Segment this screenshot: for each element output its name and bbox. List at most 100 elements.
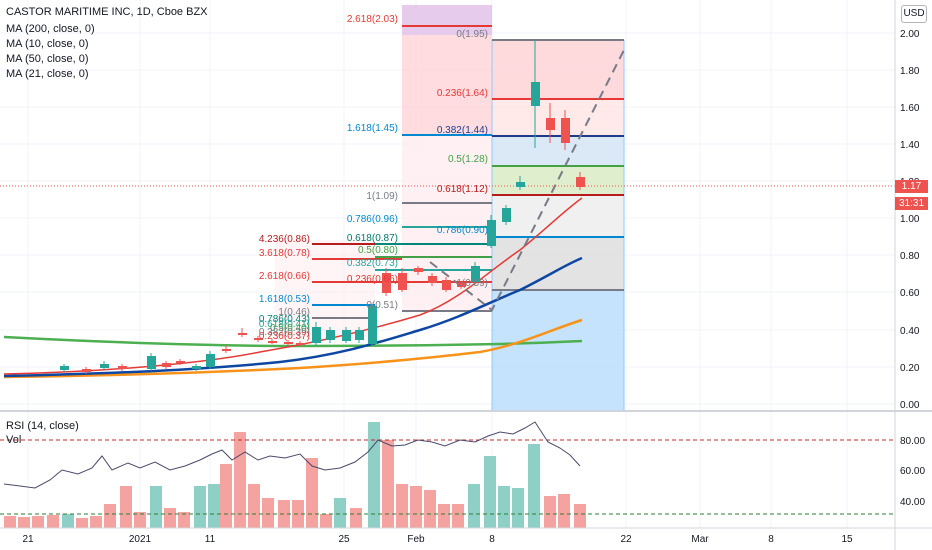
fib-level-label: 0.786(0.96) (347, 214, 398, 225)
fib-level-label: 0.5(0.40) (270, 323, 310, 334)
volume-bar (544, 496, 556, 528)
volume-bar (4, 516, 16, 528)
volume-bar (382, 440, 394, 528)
fib-level-label: 0.382(1.44) (437, 125, 488, 136)
price-tick-label: 0.40 (900, 326, 920, 337)
volume-bar (574, 504, 586, 528)
candle-body (487, 220, 496, 246)
indicator-ma-200[interactable]: MA (200, close, 0) (6, 23, 95, 35)
rsi-line (3, 421, 581, 489)
projection-line (429, 49, 625, 312)
candle-body (162, 363, 171, 367)
candles (60, 40, 585, 374)
rsi-tick-label: 80.00 (900, 436, 925, 447)
volume-bar (32, 516, 44, 528)
price-tick-label: 2.00 (900, 29, 920, 40)
fib-level-label: 1(1.09) (366, 191, 398, 202)
volume-bar (220, 464, 232, 528)
fib-level-label: 0(0.51) (366, 300, 398, 311)
candle-body (428, 276, 437, 283)
volume-bar (424, 490, 436, 528)
volume-bar (528, 444, 540, 528)
volume-bar (498, 486, 510, 528)
fib-level-label: 0.236(0.66) (347, 274, 398, 285)
volume-bar (438, 504, 450, 528)
indicator-ma-50[interactable]: MA (50, close, 0) (6, 53, 89, 65)
fib-level-label: 1.618(1.45) (347, 123, 398, 134)
rsi-label[interactable]: RSI (14, close) (6, 420, 79, 432)
fib-level-label: 0.5(0.80) (358, 245, 398, 256)
time-tick-label: 8 (768, 534, 774, 545)
volume-bar (334, 498, 346, 528)
fib-level-label: 0.618(0.87) (347, 233, 398, 244)
fib-level-label: 0.382(0.39) (259, 327, 310, 338)
volume-bar (194, 486, 206, 528)
rsi-tick-label: 60.00 (900, 466, 925, 477)
candle-body (576, 177, 585, 187)
candle-body (382, 273, 391, 293)
candle-body (398, 273, 407, 290)
candle-body (82, 369, 91, 372)
candle-body (296, 343, 305, 345)
candle-body (355, 330, 364, 340)
volume-bar (558, 494, 570, 528)
price-tick-label: 0.00 (900, 400, 920, 411)
fib-level-label: 0.786(0.43) (259, 314, 310, 325)
fib-level-label: 2.618(0.66) (259, 271, 310, 282)
volume-bar (512, 488, 524, 528)
fib-level-label: 0.5(1.28) (448, 154, 488, 165)
candle-body (222, 349, 231, 351)
price-tick-label: 1.00 (900, 214, 920, 225)
volume-bar (208, 484, 220, 528)
indicator-ma-21[interactable]: MA (21, close, 0) (6, 68, 89, 80)
volume-bar (18, 517, 30, 528)
volume-label[interactable]: Vol (6, 434, 22, 446)
candle-body (342, 330, 351, 341)
indicator-ma-10[interactable]: MA (10, close, 0) (6, 38, 89, 50)
chart-title: CASTOR MARITIME INC, 1D, Cboe BZX (6, 6, 208, 18)
price-tick-label: 0.60 (900, 288, 920, 299)
volume-bar (164, 508, 176, 528)
fib-level-label: 2.618(2.03) (347, 14, 398, 25)
candle-body (561, 118, 570, 143)
fib-level-label: 0(1.95) (456, 29, 488, 40)
candle-body (546, 118, 555, 130)
candle-body (254, 338, 263, 340)
fib-level-label: 0.236(0.37) (259, 331, 310, 342)
volume-bar (468, 484, 480, 528)
price-tick-label: 0.80 (900, 251, 920, 262)
time-tick-label: 15 (841, 534, 853, 545)
candle-body (192, 366, 201, 369)
fib-level-label: 3.618(0.78) (259, 248, 310, 259)
volume-bar (410, 486, 422, 528)
candle-body (414, 268, 423, 272)
rsi-tick-label: 40.00 (900, 497, 925, 508)
candle-body (312, 327, 321, 343)
candle-body (176, 361, 185, 363)
candle-body (516, 182, 525, 187)
volume-bar (452, 504, 464, 528)
volume-bar (120, 486, 132, 528)
candle-body (238, 333, 247, 335)
candle-body (60, 366, 69, 370)
candle-body (326, 330, 335, 340)
volume-bar (104, 504, 116, 528)
candle-body (206, 354, 215, 367)
fib-level-label: 0.382(0.73) (347, 258, 398, 269)
candle-body (147, 356, 156, 369)
time-tick-label: 25 (338, 534, 350, 545)
candle-body (502, 208, 511, 222)
fib-level-label: 0.618(1.12) (437, 184, 488, 195)
volume-bar (396, 484, 408, 528)
volume-bar (262, 498, 274, 528)
fib-level-label: 1(0.46) (278, 307, 310, 318)
volume-bar (76, 518, 88, 528)
volume-bars (4, 422, 586, 528)
volume-bar (134, 512, 146, 528)
time-tick-label: 22 (620, 534, 632, 545)
candle-body (100, 364, 109, 368)
price-tick-label: 1.60 (900, 103, 920, 114)
fib-level-label: 0.236(1.64) (437, 88, 488, 99)
currency-button[interactable]: USD (901, 5, 927, 23)
